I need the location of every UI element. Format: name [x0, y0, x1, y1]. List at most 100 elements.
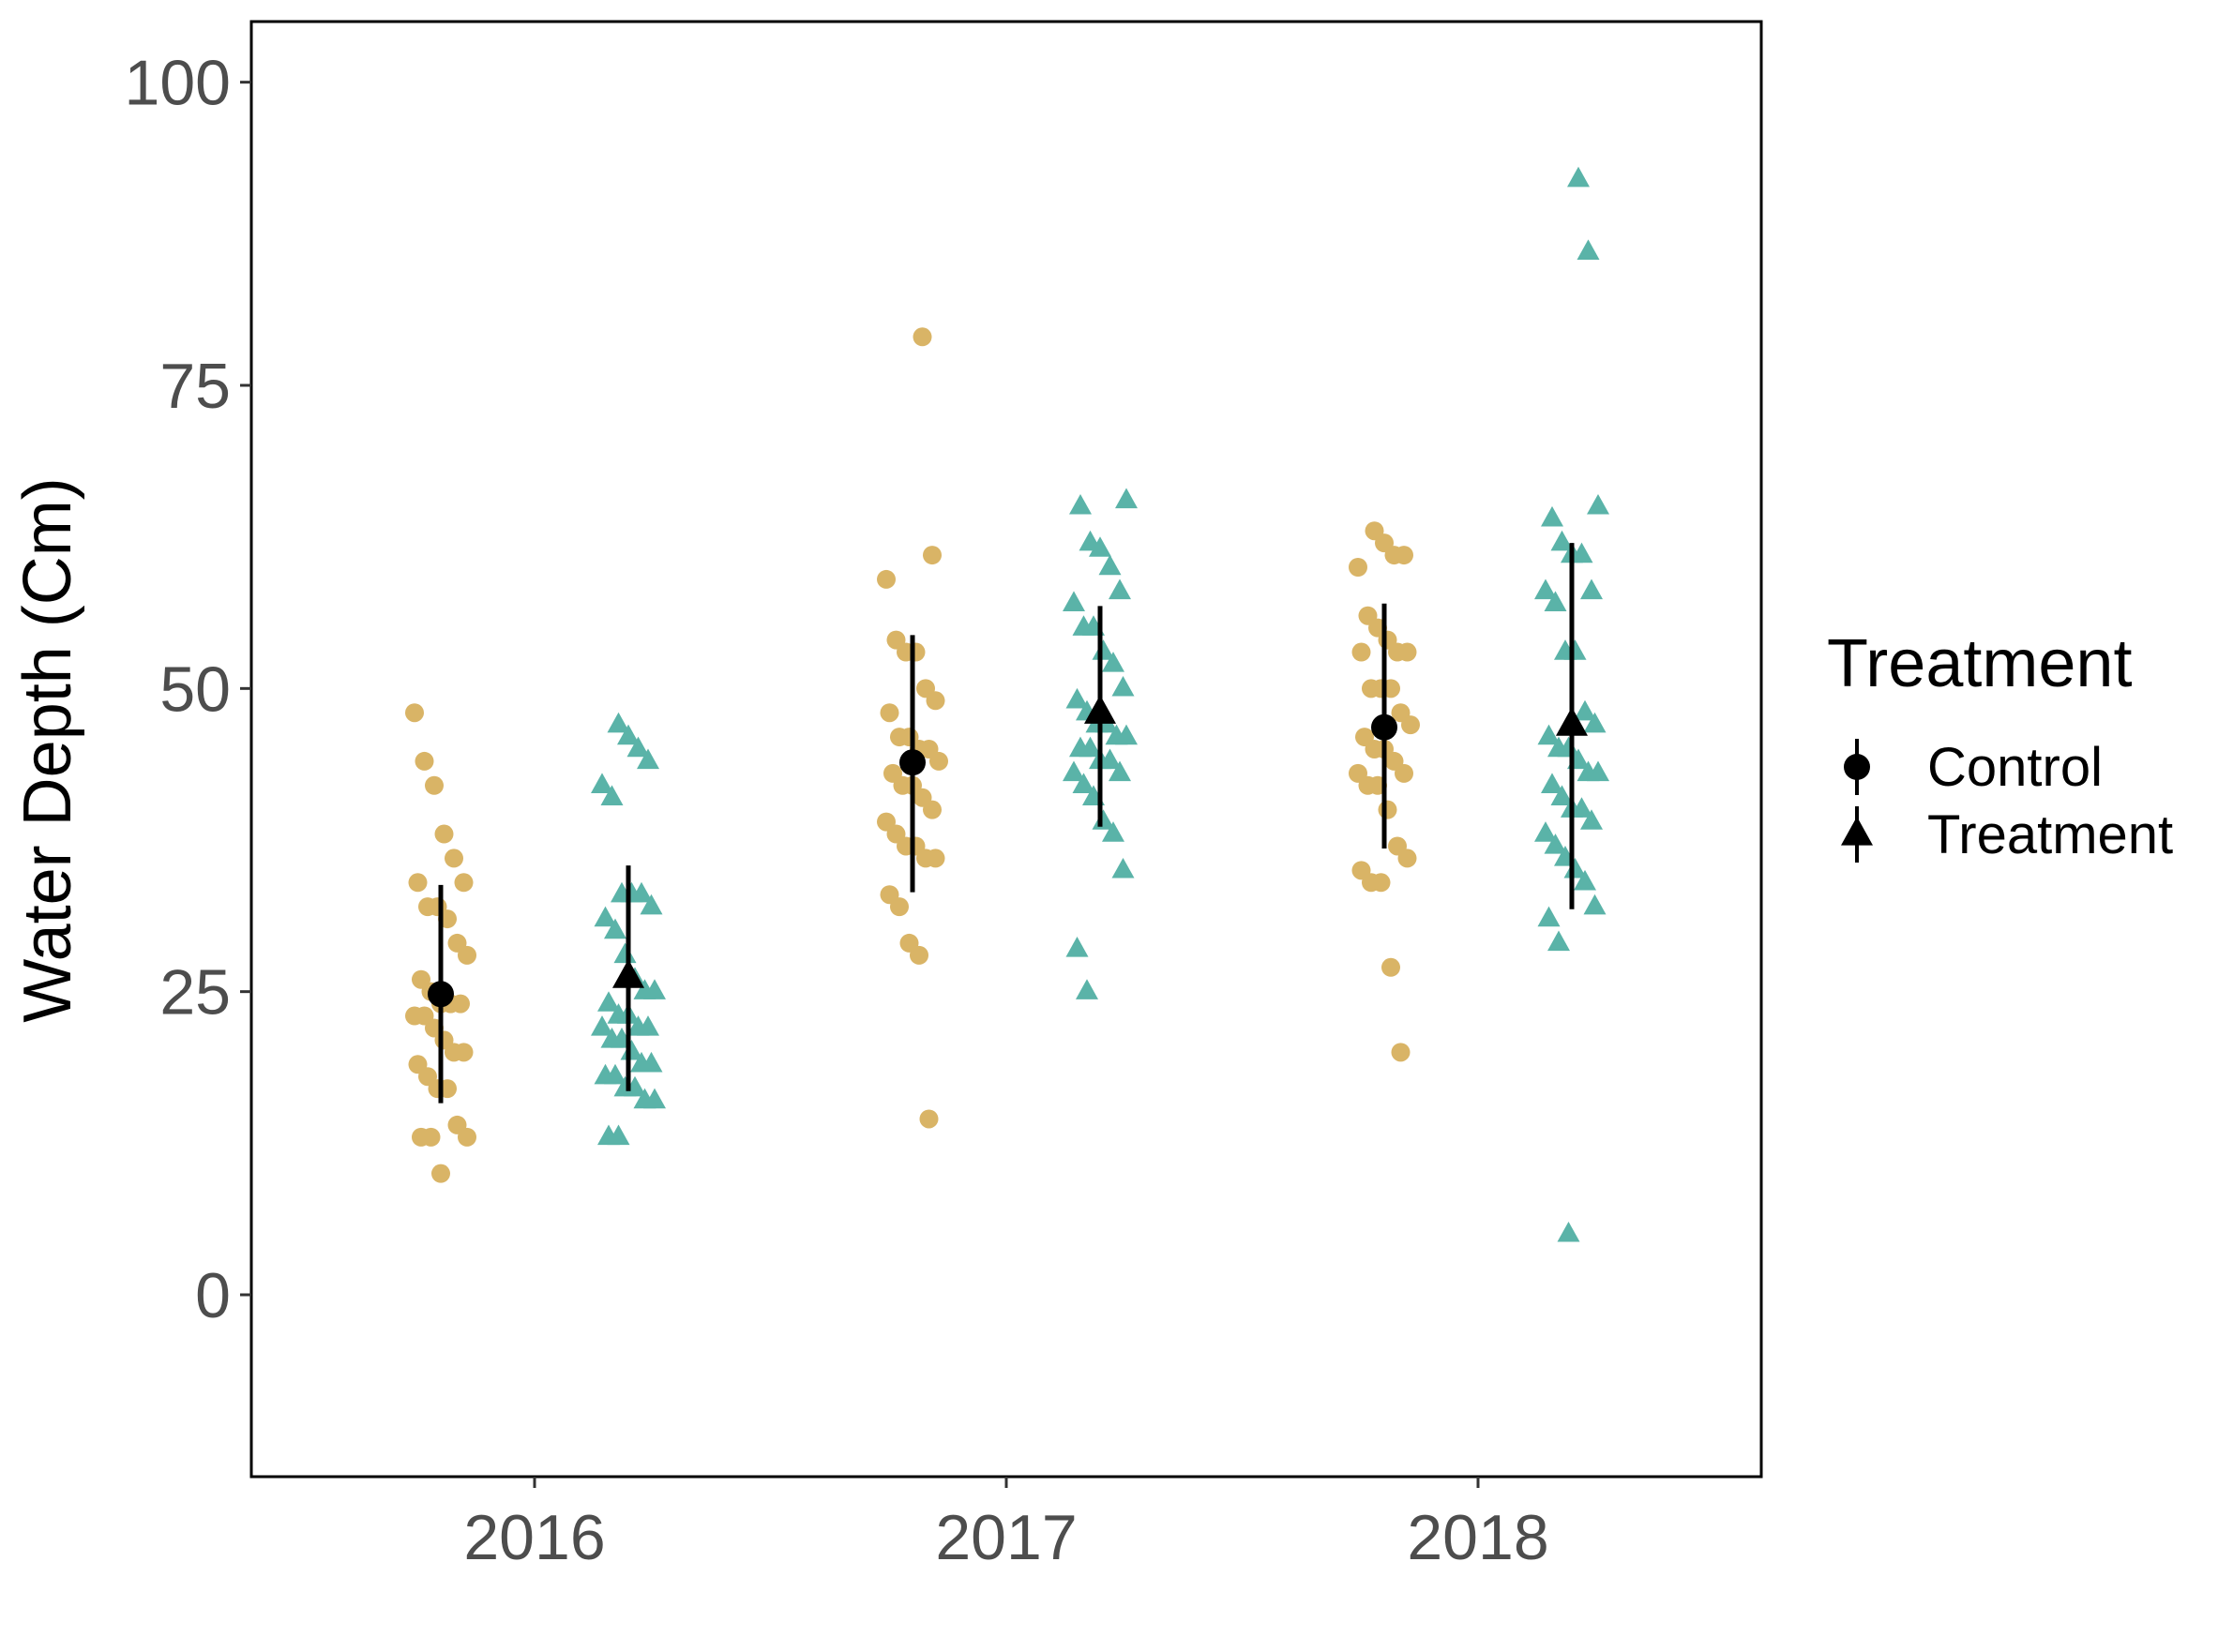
- data-point-treatment: [1534, 821, 1557, 842]
- data-point-treatment: [604, 918, 626, 939]
- data-point-treatment: [1063, 591, 1085, 612]
- data-point-treatment: [1567, 166, 1590, 188]
- data-point-treatment: [1587, 493, 1609, 515]
- data-point-control: [926, 691, 945, 711]
- data-point-treatment: [1537, 724, 1561, 745]
- data-point-control: [425, 775, 444, 795]
- data-point-treatment: [626, 736, 650, 758]
- data-point-control: [421, 1127, 441, 1147]
- data-point-treatment: [643, 979, 666, 999]
- data-point-control: [408, 873, 428, 893]
- data-point-treatment: [604, 1063, 626, 1085]
- data-point-control: [454, 1043, 474, 1062]
- data-point-control: [458, 945, 476, 965]
- data-point-control: [1378, 800, 1397, 819]
- data-point-treatment: [1072, 773, 1095, 794]
- data-point-control: [910, 945, 928, 965]
- data-point-control: [1381, 957, 1400, 977]
- data-point-control: [431, 1164, 450, 1183]
- plot-panel-border: [249, 20, 1763, 1479]
- data-point-treatment: [640, 894, 663, 915]
- data-point-control: [1401, 715, 1420, 735]
- data-point-treatment: [1550, 530, 1574, 551]
- data-point-treatment: [624, 1075, 646, 1097]
- y-tick-label: 75: [159, 351, 231, 422]
- data-point-control: [1349, 558, 1367, 577]
- mean-point-treatment: [1084, 695, 1116, 724]
- data-point-control: [1371, 873, 1391, 893]
- data-point-treatment: [597, 991, 620, 1012]
- data-point-treatment: [1111, 675, 1135, 697]
- data-point-control: [906, 642, 926, 662]
- x-tick-label: 2017: [935, 1502, 1077, 1573]
- data-point-treatment: [1587, 760, 1609, 782]
- data-point-treatment: [1544, 834, 1567, 854]
- data-point-control: [434, 824, 454, 844]
- data-point-treatment: [1102, 652, 1124, 672]
- data-point-treatment: [1574, 699, 1596, 721]
- data-point-treatment: [637, 748, 659, 770]
- data-point-treatment: [1102, 821, 1124, 842]
- data-point-treatment: [1079, 736, 1102, 758]
- data-point-treatment: [1534, 578, 1557, 600]
- data-point-treatment: [1109, 578, 1131, 600]
- mean-point-control: [428, 981, 454, 1008]
- legend-key-circle: [1844, 754, 1870, 780]
- data-point-control: [890, 897, 909, 917]
- data-point-treatment: [607, 712, 630, 733]
- data-point-treatment: [591, 773, 613, 794]
- mean-point-control: [1371, 713, 1397, 741]
- data-point-treatment: [1098, 748, 1122, 770]
- data-point-control: [923, 800, 942, 819]
- data-point-control: [919, 1109, 939, 1129]
- data-point-treatment: [1111, 857, 1135, 879]
- x-tick-label: 2016: [463, 1502, 605, 1573]
- data-point-control: [445, 849, 463, 868]
- y-tick-label: 50: [159, 653, 231, 725]
- x-axis: 2016 2017 2018: [463, 1477, 1549, 1573]
- data-point-treatment: [1065, 687, 1089, 709]
- y-axis-title: Water Depth (Cm): [10, 477, 85, 1022]
- data-point-treatment: [1069, 493, 1092, 515]
- data-point-control: [1395, 763, 1413, 783]
- y-tick-label: 25: [159, 957, 231, 1029]
- data-point-treatment: [643, 1088, 666, 1109]
- data-point-treatment: [613, 942, 637, 964]
- data-point-treatment: [1541, 505, 1563, 527]
- data-point-treatment: [1583, 894, 1607, 915]
- legend-key-triangle: [1841, 817, 1873, 846]
- data-point-control: [923, 546, 942, 565]
- data-point-treatment: [1115, 488, 1138, 509]
- data-point-treatment: [1541, 773, 1563, 794]
- data-point-control: [926, 849, 945, 868]
- data-point-control: [1397, 642, 1417, 662]
- data-point-control: [880, 703, 899, 723]
- data-point-control: [913, 327, 932, 347]
- data-point-treatment: [1570, 542, 1593, 563]
- mean-point-treatment: [612, 959, 644, 988]
- y-tick-label: 100: [125, 48, 231, 119]
- data-point-treatment: [1065, 937, 1089, 957]
- data-point-treatment: [1570, 797, 1593, 818]
- y-tick-label: 0: [195, 1260, 231, 1331]
- data-point-control: [454, 873, 474, 893]
- legend-title: Treatment: [1827, 626, 2132, 701]
- data-point-treatment: [600, 785, 624, 805]
- data-point-control: [1397, 849, 1417, 868]
- data-point-treatment: [1580, 809, 1603, 830]
- data-point-control: [451, 994, 470, 1014]
- data-point-control: [1391, 1043, 1411, 1062]
- data-point-treatment: [637, 1015, 659, 1036]
- mean-point-treatment: [1556, 707, 1588, 736]
- data-point-control: [405, 703, 424, 723]
- data-point-control: [415, 751, 434, 771]
- data-point-treatment: [630, 881, 653, 903]
- data-point-treatment: [1098, 554, 1122, 576]
- data-point-treatment: [1550, 785, 1574, 805]
- data-point-treatment: [640, 1051, 663, 1073]
- data-point-treatment: [1580, 578, 1603, 600]
- data-point-treatment: [1577, 239, 1600, 260]
- data-point-treatment: [1089, 536, 1111, 557]
